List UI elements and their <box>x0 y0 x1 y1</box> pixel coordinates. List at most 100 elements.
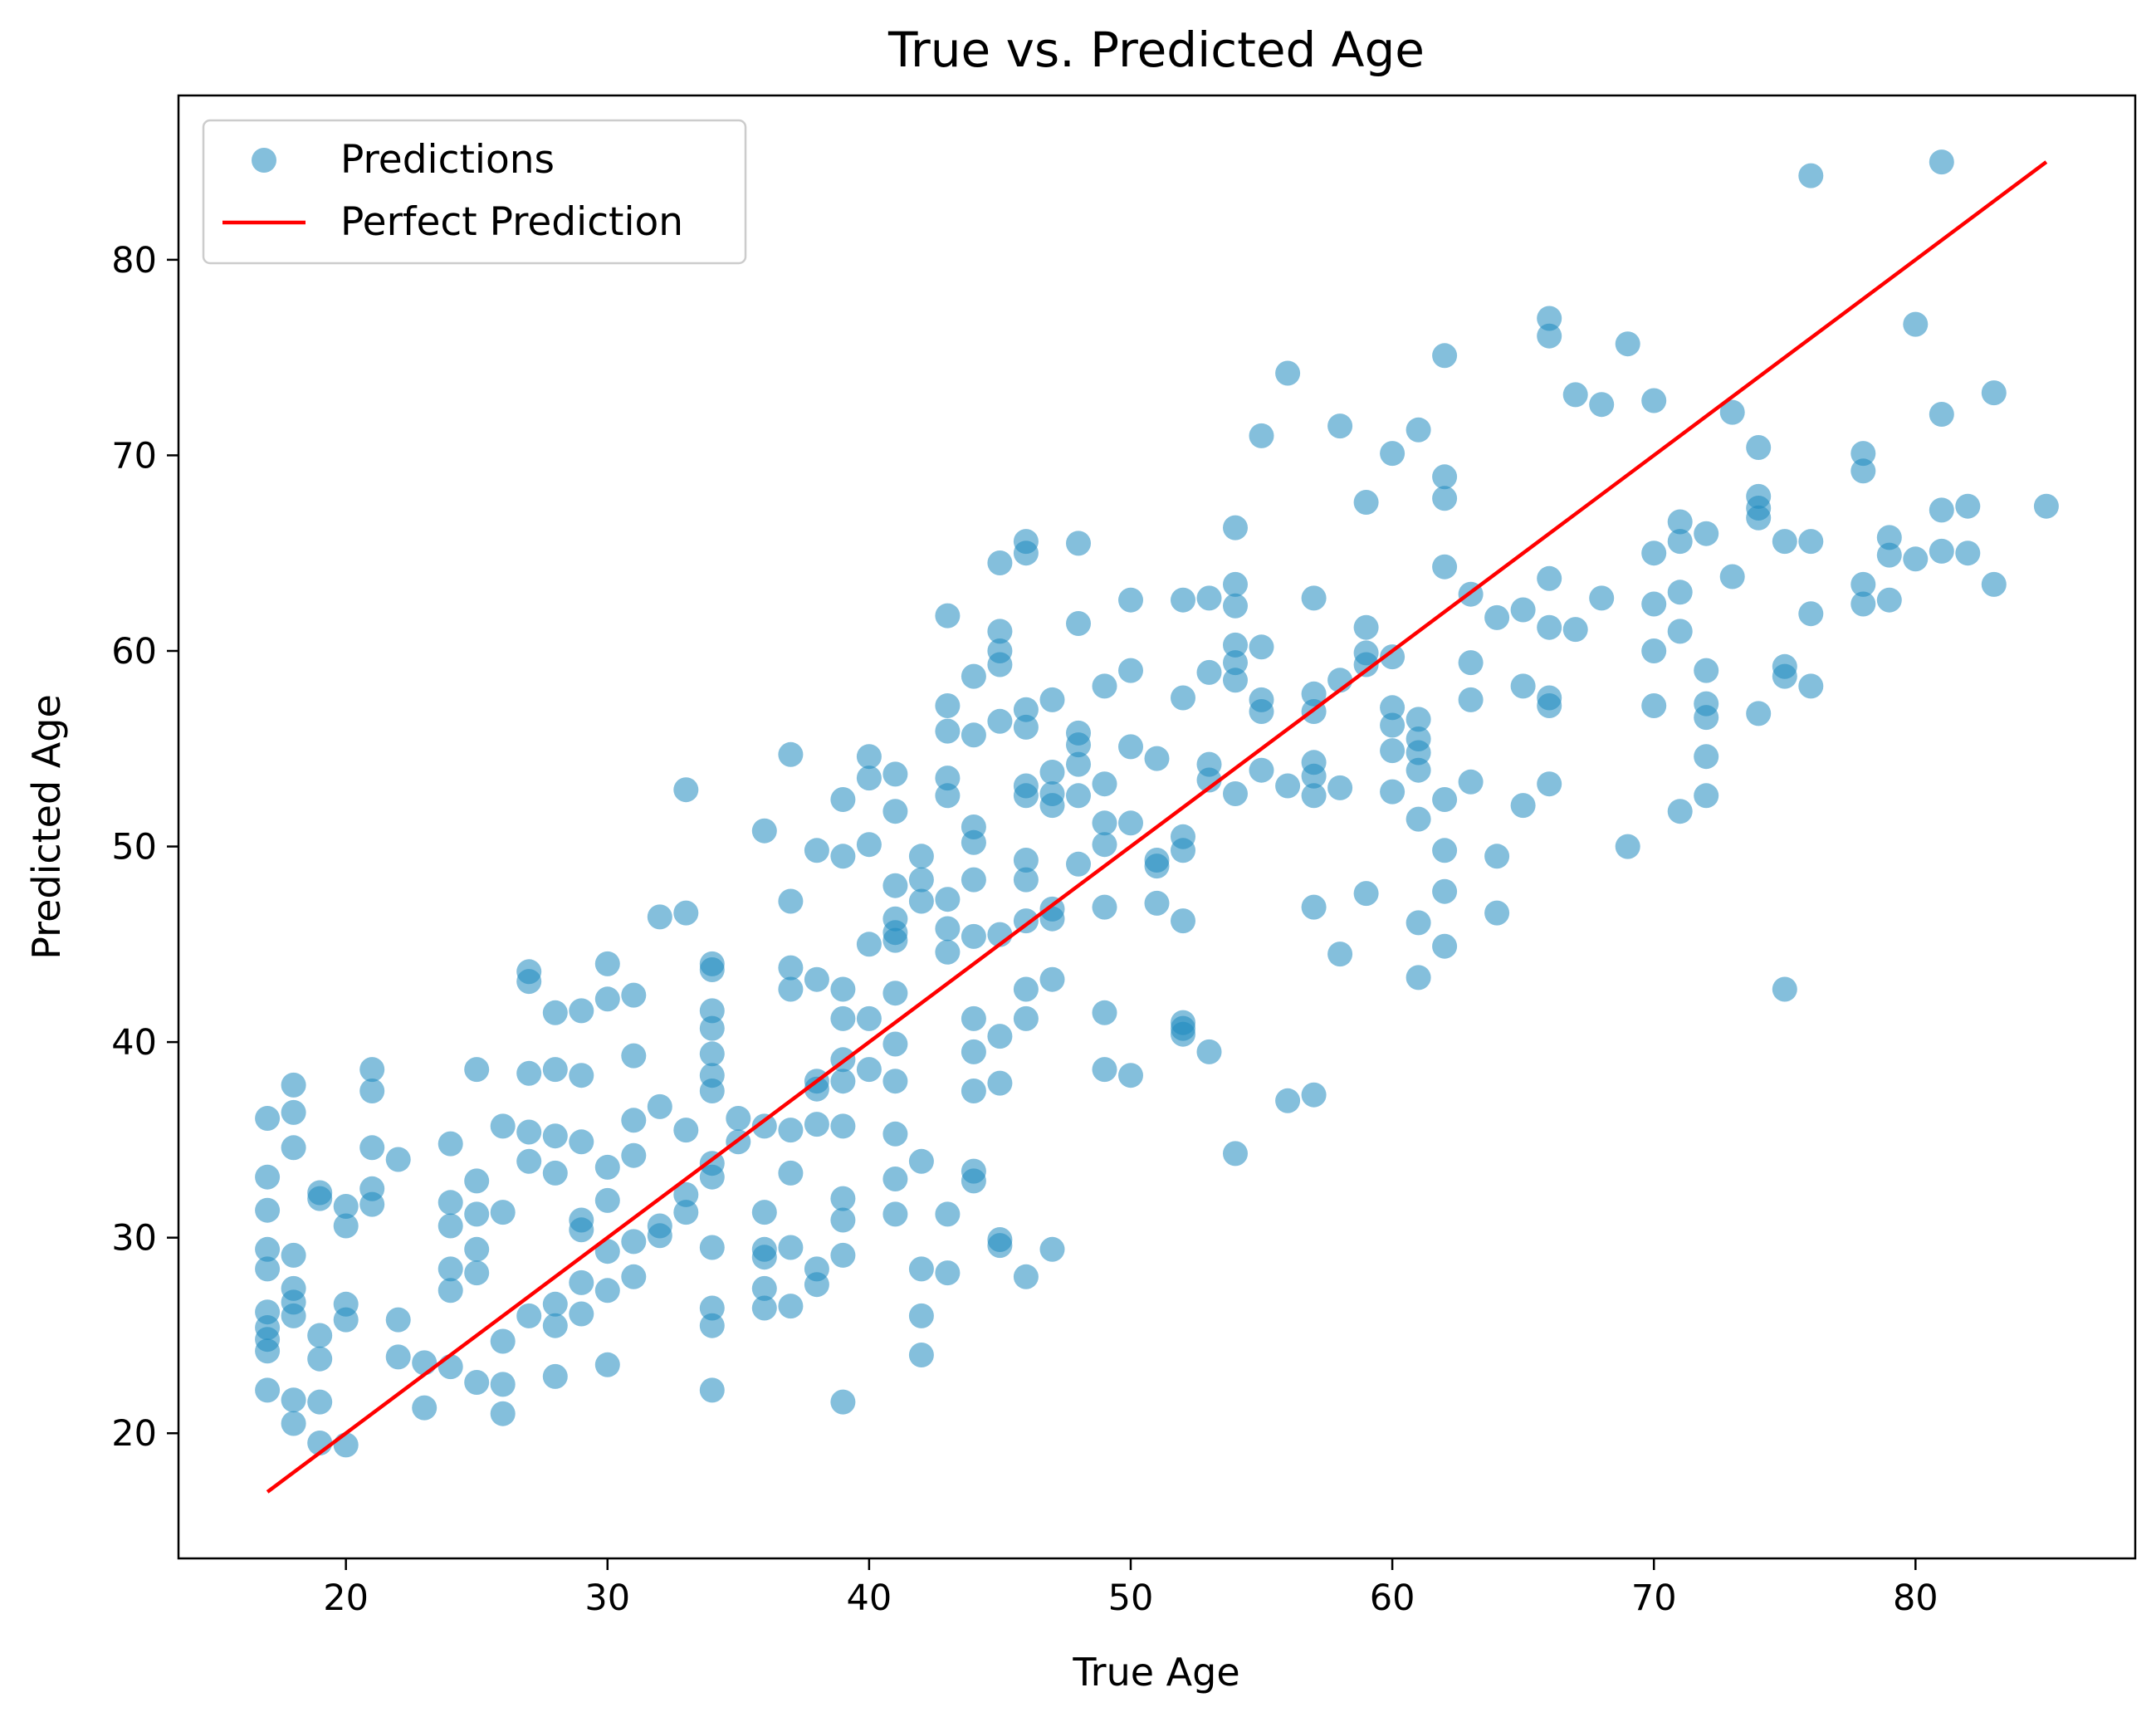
prediction-point <box>1746 505 1772 531</box>
prediction-point <box>1484 844 1510 869</box>
legend-predictions-label: Predictions <box>340 137 555 183</box>
prediction-point <box>1772 663 1797 689</box>
prediction-point <box>1301 763 1327 789</box>
prediction-point <box>1039 760 1065 785</box>
prediction-point <box>1066 531 1091 556</box>
prediction-point <box>333 1432 359 1458</box>
prediction-point <box>699 1377 725 1403</box>
prediction-point <box>490 1328 516 1354</box>
prediction-point <box>255 1256 281 1282</box>
prediction-point <box>255 1338 281 1364</box>
prediction-point <box>882 1121 908 1147</box>
prediction-point <box>1432 838 1458 863</box>
prediction-point <box>935 766 961 791</box>
prediction-point <box>751 1200 777 1225</box>
prediction-point <box>699 1235 725 1260</box>
x-axis-label: True Age <box>1072 1650 1239 1695</box>
prediction-point <box>1694 658 1719 683</box>
prediction-point <box>438 1213 463 1239</box>
x-tick-label: 80 <box>1893 1577 1938 1619</box>
prediction-point <box>1092 771 1117 797</box>
prediction-point <box>621 1264 647 1289</box>
prediction-point <box>1066 751 1091 777</box>
prediction-point <box>1798 529 1824 555</box>
prediction-point <box>830 787 856 812</box>
prediction-point <box>1641 541 1667 566</box>
prediction-point <box>1929 149 1954 175</box>
prediction-point <box>542 1291 568 1317</box>
prediction-point <box>882 1069 908 1094</box>
prediction-point <box>961 722 986 748</box>
prediction-point <box>856 932 882 957</box>
prediction-point <box>281 1099 306 1125</box>
prediction-point <box>882 927 908 953</box>
prediction-point <box>1537 614 1562 640</box>
prediction-point <box>1719 399 1745 425</box>
prediction-point <box>882 1167 908 1191</box>
prediction-point <box>1118 734 1143 760</box>
prediction-point <box>569 1129 594 1155</box>
prediction-point <box>621 1229 647 1255</box>
prediction-point <box>778 955 804 981</box>
x-axis-ticks: 20 30 40 50 60 70 80 <box>323 1558 1938 1619</box>
prediction-point <box>699 1015 725 1041</box>
prediction-point <box>1876 542 1902 568</box>
prediction-point <box>1458 687 1484 712</box>
prediction-point <box>961 867 986 893</box>
prediction-point <box>333 1213 359 1239</box>
prediction-point <box>1327 413 1353 439</box>
prediction-point <box>699 1079 725 1103</box>
prediction-point <box>1406 417 1431 443</box>
prediction-point <box>935 603 961 629</box>
prediction-point <box>804 966 829 992</box>
prediction-point <box>412 1395 438 1421</box>
prediction-point <box>830 976 856 1002</box>
prediction-point <box>1013 714 1039 740</box>
prediction-point <box>1929 538 1954 564</box>
prediction-point <box>673 1118 699 1143</box>
prediction-point <box>621 1142 647 1168</box>
prediction-point <box>1929 402 1954 427</box>
prediction-point <box>1013 541 1039 566</box>
prediction-point <box>1406 806 1431 832</box>
prediction-point <box>1249 634 1274 660</box>
prediction-point <box>1327 775 1353 800</box>
prediction-point <box>1641 638 1667 663</box>
prediction-point <box>751 1113 777 1139</box>
prediction-point <box>1458 650 1484 676</box>
prediction-point <box>1223 1141 1248 1167</box>
prediction-point <box>882 1201 908 1227</box>
prediction-point <box>1013 908 1039 934</box>
prediction-point <box>1066 611 1091 636</box>
prediction-point <box>1641 693 1667 718</box>
prediction-point <box>490 1200 516 1225</box>
prediction-point <box>1667 799 1693 824</box>
prediction-point <box>1171 1021 1195 1047</box>
prediction-point <box>307 1389 333 1415</box>
prediction-point <box>1406 910 1431 936</box>
prediction-point <box>935 1260 961 1286</box>
prediction-point <box>1353 881 1379 907</box>
prediction-point <box>1013 1264 1039 1289</box>
prediction-point <box>856 832 882 858</box>
prediction-point <box>1092 1000 1117 1025</box>
prediction-point <box>778 1118 804 1143</box>
prediction-point <box>1432 787 1458 812</box>
prediction-point <box>1510 597 1536 623</box>
prediction-point <box>359 1135 385 1161</box>
prediction-point <box>255 1106 281 1131</box>
prediction-point <box>673 1181 699 1207</box>
prediction-point <box>255 1197 281 1223</box>
prediction-point <box>1223 668 1248 693</box>
prediction-point <box>2033 493 2059 519</box>
prediction-point <box>438 1131 463 1157</box>
prediction-point <box>385 1344 411 1370</box>
prediction-point <box>908 888 934 914</box>
prediction-point <box>1171 587 1195 613</box>
prediction-point <box>804 1076 829 1102</box>
prediction-point <box>1249 757 1274 783</box>
prediction-point <box>1850 571 1876 597</box>
prediction-point <box>438 1256 463 1282</box>
prediction-point <box>1092 894 1117 920</box>
x-tick-label: 20 <box>323 1577 369 1619</box>
